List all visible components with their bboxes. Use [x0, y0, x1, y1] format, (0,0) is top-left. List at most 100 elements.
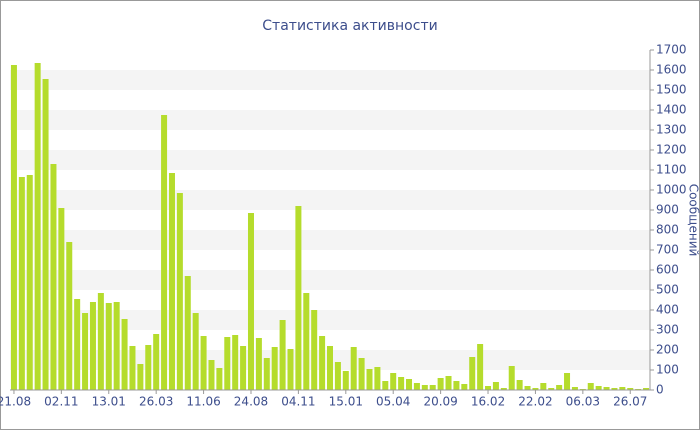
y-tick-label: 300: [656, 323, 679, 337]
bar: [311, 310, 318, 390]
bar: [161, 115, 168, 390]
bar: [319, 336, 326, 390]
x-tick-label: 15.01: [329, 395, 363, 409]
bar: [571, 387, 578, 390]
bar: [461, 384, 468, 390]
x-tick-label: 04.11: [281, 395, 315, 409]
bar: [303, 293, 310, 390]
bar: [224, 337, 231, 390]
bar: [58, 208, 65, 390]
bar: [26, 175, 33, 390]
bar: [516, 380, 523, 390]
bar: [334, 362, 341, 390]
y-tick-label: 1000: [656, 183, 687, 197]
bar: [548, 388, 555, 390]
bar: [492, 382, 499, 390]
grid-band: [10, 150, 650, 170]
grid-band: [10, 70, 650, 90]
bar: [82, 313, 89, 390]
bar: [105, 303, 112, 390]
bar: [421, 385, 428, 390]
bar: [295, 206, 302, 390]
bar: [168, 173, 175, 390]
bar: [627, 388, 634, 390]
bar: [540, 383, 547, 390]
bar: [137, 364, 144, 390]
bar: [342, 371, 349, 390]
bar: [271, 347, 278, 390]
bar: [564, 373, 571, 390]
y-tick-label: 100: [656, 363, 679, 377]
grid-band: [10, 230, 650, 250]
bar: [42, 79, 49, 390]
bar: [437, 378, 444, 390]
bar: [208, 360, 215, 390]
bar: [500, 388, 507, 390]
bar: [524, 386, 531, 390]
y-tick-label: 200: [656, 343, 679, 357]
bar: [153, 334, 160, 390]
bar: [287, 349, 294, 390]
bar: [603, 387, 610, 390]
bar: [18, 177, 25, 390]
bar: [398, 377, 405, 390]
bar: [129, 346, 136, 390]
x-tick-label: 06.03: [566, 395, 600, 409]
bar: [595, 386, 602, 390]
bar: [390, 373, 397, 390]
bar: [469, 357, 476, 390]
bar: [453, 381, 460, 390]
bar: [50, 164, 57, 390]
bar: [358, 358, 365, 390]
y-tick-label: 0: [656, 383, 664, 397]
bar: [445, 376, 452, 390]
x-tick-label: 22.02: [518, 395, 552, 409]
y-tick-label: 1600: [656, 63, 687, 77]
x-tick-label: 24.08: [234, 395, 268, 409]
y-axis-label: Сообщений: [687, 184, 700, 257]
bar: [240, 346, 247, 390]
bar: [326, 346, 334, 390]
x-tick-label: 16.02: [471, 395, 505, 409]
bar: [263, 358, 270, 390]
bar: [643, 388, 650, 390]
bar: [413, 383, 420, 390]
bar: [10, 65, 17, 390]
x-tick-label: 05.04: [376, 395, 410, 409]
y-tick-label: 1300: [656, 123, 687, 137]
bar: [429, 385, 436, 390]
bar: [74, 299, 81, 390]
bar: [374, 367, 381, 390]
bar: [279, 320, 286, 390]
y-tick-label: 600: [656, 263, 679, 277]
x-tick-label: 20.09: [423, 395, 457, 409]
bar: [477, 344, 484, 390]
y-tick-label: 1500: [656, 83, 687, 97]
y-tick-label: 1700: [656, 43, 687, 57]
bar: [587, 383, 594, 390]
bar: [508, 366, 515, 390]
y-tick-label: 500: [656, 283, 679, 297]
y-tick-label: 800: [656, 223, 679, 237]
bar: [366, 369, 373, 390]
x-tick-label: 11.06: [186, 395, 220, 409]
bar: [255, 338, 262, 390]
y-tick-label: 900: [656, 203, 679, 217]
bar: [97, 293, 104, 390]
y-tick-label: 1100: [656, 163, 687, 177]
bar: [200, 336, 207, 390]
bar: [619, 387, 626, 390]
bar: [611, 388, 618, 390]
bar: [232, 335, 239, 390]
bar: [145, 345, 152, 390]
bar: [532, 388, 539, 390]
bar: [121, 319, 128, 390]
bar: [406, 379, 413, 390]
bar: [247, 213, 254, 390]
bar: [192, 313, 199, 390]
bar: [556, 385, 563, 390]
bar: [66, 242, 73, 390]
x-tick-label: 26.07: [613, 395, 647, 409]
grid-band: [10, 110, 650, 130]
